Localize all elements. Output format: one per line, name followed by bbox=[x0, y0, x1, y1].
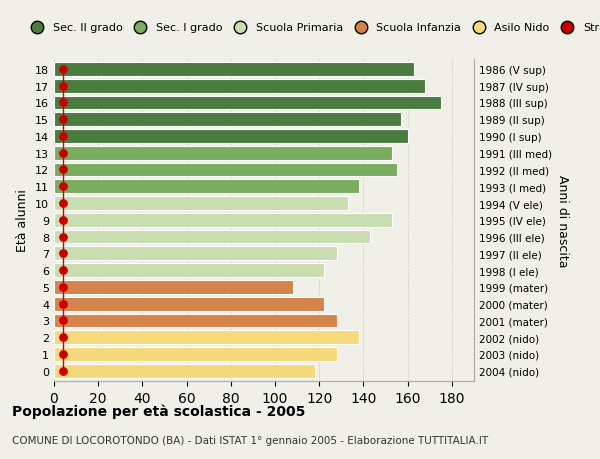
Point bbox=[58, 300, 68, 308]
Bar bbox=[54, 280, 293, 294]
Point bbox=[58, 334, 68, 341]
Bar bbox=[54, 347, 337, 361]
Point bbox=[58, 217, 68, 224]
Point bbox=[58, 66, 68, 73]
Point bbox=[58, 367, 68, 375]
Point bbox=[58, 351, 68, 358]
Bar bbox=[54, 96, 441, 110]
Point bbox=[58, 233, 68, 241]
Point bbox=[58, 83, 68, 90]
Bar bbox=[54, 213, 392, 227]
Bar bbox=[54, 197, 348, 210]
Text: COMUNE DI LOCOROTONDO (BA) - Dati ISTAT 1° gennaio 2005 - Elaborazione TUTTITALI: COMUNE DI LOCOROTONDO (BA) - Dati ISTAT … bbox=[12, 435, 488, 445]
Bar bbox=[54, 314, 337, 328]
Point bbox=[58, 267, 68, 274]
Point bbox=[58, 133, 68, 140]
Point bbox=[58, 200, 68, 207]
Bar bbox=[54, 230, 370, 244]
Bar bbox=[54, 180, 359, 194]
Bar bbox=[54, 364, 315, 378]
Point bbox=[58, 167, 68, 174]
Y-axis label: Anni di nascita: Anni di nascita bbox=[556, 174, 569, 267]
Bar bbox=[54, 130, 407, 144]
Bar bbox=[54, 163, 397, 177]
Text: Popolazione per età scolastica - 2005: Popolazione per età scolastica - 2005 bbox=[12, 404, 305, 419]
Y-axis label: Età alunni: Età alunni bbox=[16, 189, 29, 252]
Bar bbox=[54, 146, 392, 160]
Point bbox=[58, 183, 68, 190]
Bar bbox=[54, 247, 337, 261]
Bar bbox=[54, 330, 359, 344]
Bar bbox=[54, 63, 415, 77]
Point bbox=[58, 100, 68, 107]
Bar bbox=[54, 113, 401, 127]
Point bbox=[58, 116, 68, 123]
Point bbox=[58, 284, 68, 291]
Point bbox=[58, 150, 68, 157]
Legend: Sec. II grado, Sec. I grado, Scuola Primaria, Scuola Infanzia, Asilo Nido, Stran: Sec. II grado, Sec. I grado, Scuola Prim… bbox=[26, 23, 600, 34]
Bar bbox=[54, 79, 425, 93]
Point bbox=[58, 317, 68, 325]
Bar bbox=[54, 297, 323, 311]
Bar bbox=[54, 263, 323, 277]
Point bbox=[58, 250, 68, 257]
